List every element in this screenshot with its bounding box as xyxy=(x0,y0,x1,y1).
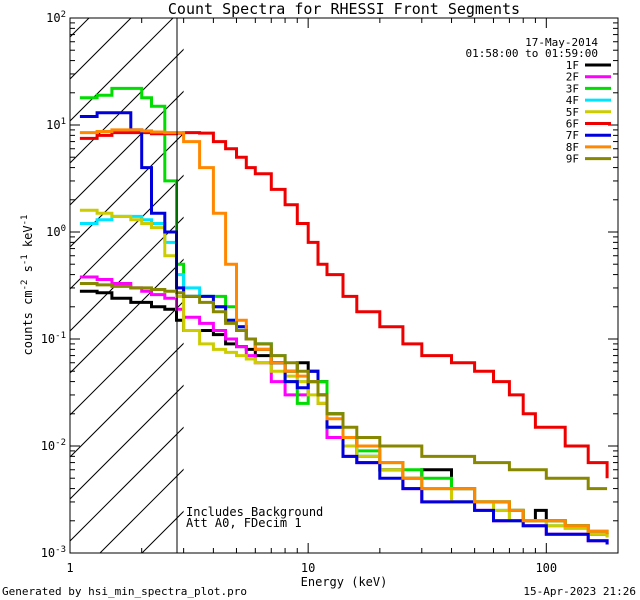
series-line-7F xyxy=(79,111,609,545)
legend-label-8F: 8F xyxy=(566,141,579,154)
hatch-line xyxy=(70,174,184,290)
legend-label-5F: 5F xyxy=(566,106,579,119)
x-tick-label: 1 xyxy=(66,561,73,575)
annotation-attenuator: Att A0, FDecim 1 xyxy=(186,516,302,530)
series-line-9F xyxy=(79,282,608,491)
hatch-line xyxy=(70,426,184,542)
series-line-8F xyxy=(79,128,609,535)
x-axis-label: Energy (keV) xyxy=(301,575,388,589)
legend-label-6F: 6F xyxy=(566,118,579,131)
legend-label-4F: 4F xyxy=(566,94,579,107)
annotation-background: Includes Background xyxy=(186,505,323,519)
hatch-line xyxy=(70,18,174,122)
legend-label-3F: 3F xyxy=(566,82,579,95)
hatch-line xyxy=(70,18,132,80)
footer-generated-by: Generated by hsi_min_spectra_plot.pro xyxy=(2,585,247,598)
hatched-background-region xyxy=(70,18,184,553)
hatch-line xyxy=(70,216,184,332)
hatch-line xyxy=(70,48,184,164)
x-tick-label: 100 xyxy=(535,561,557,575)
y-axis-label: counts cm-2 s-1 keV-1 xyxy=(20,215,35,356)
plot-frame xyxy=(69,17,619,554)
legend-label-2F: 2F xyxy=(566,71,579,84)
legend-label-9F: 9F xyxy=(566,153,579,166)
hatch-line xyxy=(70,342,184,458)
hatch-line xyxy=(70,384,184,500)
chart-title: Count Spectra for RHESSI Front Segments xyxy=(168,0,520,18)
legend-label-7F: 7F xyxy=(566,129,579,142)
x-tick-label: 10 xyxy=(301,561,315,575)
footer-timestamp: 15-Apr-2023 21:26 xyxy=(523,585,636,598)
legend-label-1F: 1F xyxy=(566,59,579,72)
date-label: 17-May-2014 xyxy=(525,36,598,49)
time-range-label: 01:58:00 to 01:59:00 xyxy=(466,47,598,60)
